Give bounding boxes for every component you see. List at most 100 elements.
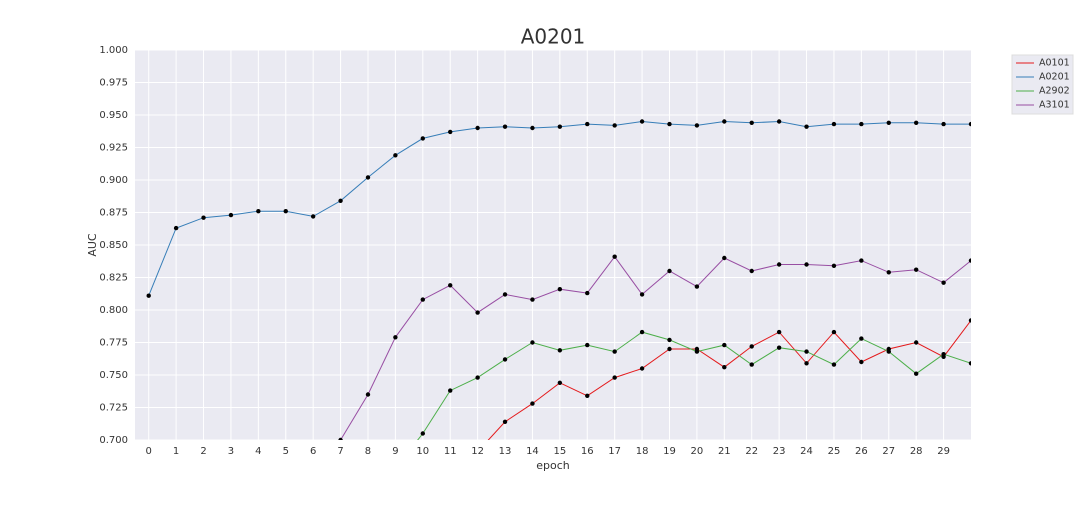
data-point — [776, 329, 782, 335]
x-tick-label: 23 — [773, 446, 786, 457]
data-point — [804, 262, 809, 267]
data-point — [886, 120, 891, 126]
data-point — [228, 212, 234, 218]
data-point — [173, 225, 179, 231]
data-point — [667, 121, 672, 127]
y-tick-label: 0.750 — [99, 370, 128, 381]
x-tick-label: 15 — [553, 446, 566, 457]
data-point — [694, 349, 700, 354]
x-tick-label: 5 — [283, 446, 289, 457]
x-tick-label: 10 — [416, 446, 429, 457]
data-point — [475, 310, 480, 315]
x-tick-label: 9 — [392, 446, 398, 457]
data-point — [639, 292, 645, 297]
data-point — [502, 292, 508, 297]
x-tick-label: 17 — [608, 446, 621, 457]
y-tick-label: 0.950 — [99, 110, 128, 121]
x-tick-label: 3 — [228, 446, 234, 457]
data-point — [502, 357, 508, 362]
data-point — [530, 297, 535, 302]
y-tick-label: 0.925 — [99, 143, 128, 154]
x-tick-label: 24 — [800, 446, 813, 457]
data-point — [393, 335, 398, 340]
data-point — [941, 280, 946, 285]
data-point — [804, 124, 809, 129]
data-point — [886, 270, 891, 275]
data-point — [667, 346, 672, 352]
data-point — [639, 366, 645, 371]
data-point — [913, 340, 919, 345]
data-point — [831, 329, 837, 335]
data-point — [639, 329, 645, 335]
data-point — [913, 371, 919, 376]
data-point — [968, 361, 971, 366]
y-tick-label: 0.875 — [99, 208, 128, 219]
x-tick-label: 19 — [663, 446, 676, 457]
x-tick-label: 7 — [337, 446, 343, 457]
data-point — [968, 121, 971, 127]
data-point — [749, 344, 754, 349]
data-point — [722, 365, 727, 370]
data-point — [804, 361, 809, 366]
x-tick-label: 12 — [471, 446, 484, 457]
data-point — [667, 268, 672, 274]
data-point — [913, 120, 919, 126]
x-tick-label: 18 — [636, 446, 649, 457]
data-point — [722, 119, 727, 124]
data-point — [146, 293, 151, 298]
y-tick-label: 0.850 — [99, 240, 128, 251]
data-point — [776, 262, 782, 267]
data-point — [694, 123, 700, 128]
data-point — [365, 175, 371, 180]
data-point — [475, 375, 480, 380]
y-tick-label: 0.975 — [99, 78, 128, 89]
data-point — [256, 209, 261, 214]
x-tick-label: 16 — [581, 446, 594, 457]
data-point — [667, 337, 672, 343]
data-point — [420, 297, 426, 302]
legend-box — [1011, 54, 1074, 115]
data-point — [393, 466, 397, 470]
x-tick-label: 2 — [200, 446, 206, 457]
x-tick-label: 22 — [745, 446, 758, 457]
data-point — [338, 198, 343, 203]
data-point — [310, 214, 316, 219]
plot — [146, 119, 971, 470]
data-point — [530, 125, 535, 131]
x-tick-label: 0 — [146, 446, 152, 457]
data-point — [585, 342, 590, 348]
data-point — [612, 349, 617, 354]
data-point — [859, 336, 864, 341]
data-point — [530, 401, 535, 406]
data-point — [749, 268, 754, 274]
y-tick-label: 0.775 — [99, 338, 128, 349]
data-point — [557, 348, 563, 353]
data-point — [831, 362, 837, 367]
data-point — [530, 340, 535, 345]
data-point — [557, 124, 563, 129]
data-point — [859, 359, 864, 365]
data-point — [639, 119, 645, 124]
data-point — [420, 136, 426, 141]
data-point — [831, 121, 837, 127]
data-point — [722, 255, 727, 261]
data-point — [831, 263, 837, 268]
x-tick-label: 13 — [499, 446, 512, 457]
data-point — [557, 287, 563, 292]
data-point — [859, 258, 864, 263]
data-point — [448, 388, 453, 393]
data-point — [365, 392, 371, 397]
x-tick-label: 26 — [855, 446, 868, 457]
data-point — [420, 431, 426, 436]
y-axis-label: AUC — [86, 233, 99, 257]
data-point — [448, 283, 453, 288]
data-point — [448, 129, 453, 135]
data-point — [475, 125, 480, 131]
x-tick-label: 28 — [910, 446, 923, 457]
data-point — [585, 393, 590, 398]
data-point — [804, 349, 809, 354]
data-point — [859, 121, 864, 127]
data-point — [585, 121, 590, 127]
data-point — [694, 284, 700, 289]
data-point — [968, 258, 971, 263]
